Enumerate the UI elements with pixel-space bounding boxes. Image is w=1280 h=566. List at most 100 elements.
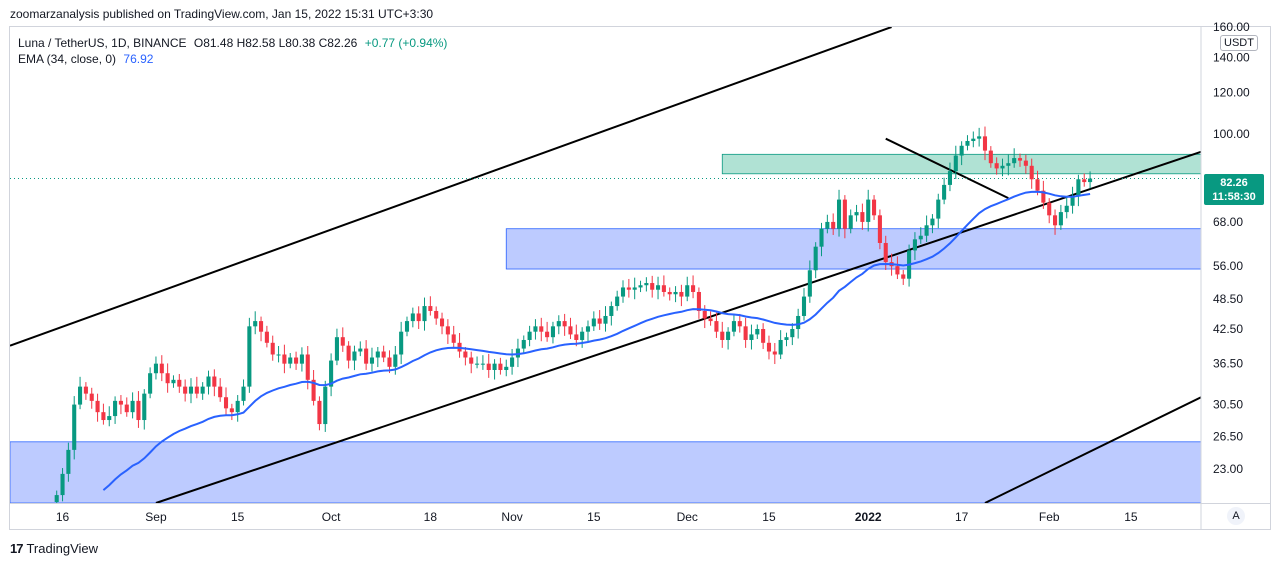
candle[interactable] [369, 347, 375, 372]
candle[interactable] [691, 275, 696, 299]
candle[interactable] [101, 403, 106, 425]
candle[interactable] [259, 316, 264, 342]
candle[interactable] [457, 332, 462, 358]
candle[interactable] [872, 195, 877, 220]
candle[interactable] [375, 347, 380, 368]
candle[interactable] [632, 277, 637, 300]
candle[interactable] [387, 350, 392, 374]
candle[interactable] [807, 260, 812, 303]
candle[interactable] [994, 157, 999, 175]
candle[interactable] [597, 310, 602, 330]
support-zone-mid[interactable] [505, 228, 1201, 270]
candle[interactable] [159, 355, 164, 382]
candle[interactable] [83, 382, 88, 400]
candle[interactable] [877, 209, 882, 250]
candle[interactable] [352, 345, 357, 371]
candle[interactable] [247, 317, 252, 393]
candle[interactable] [1058, 204, 1063, 230]
candle[interactable] [912, 232, 917, 260]
candle[interactable] [66, 442, 71, 482]
candle[interactable] [545, 321, 550, 342]
candle[interactable] [404, 316, 410, 337]
candle[interactable] [854, 204, 859, 222]
candle[interactable] [743, 317, 748, 348]
candle[interactable] [1041, 180, 1046, 209]
candle[interactable] [317, 396, 322, 431]
candle[interactable] [264, 325, 269, 348]
candle[interactable] [1047, 198, 1052, 224]
candle[interactable] [463, 347, 468, 366]
candle[interactable] [755, 324, 760, 340]
candle[interactable] [749, 324, 754, 350]
candle[interactable] [650, 275, 655, 298]
candle[interactable] [95, 393, 100, 422]
candle[interactable] [323, 380, 328, 432]
candle[interactable] [1000, 158, 1005, 177]
candle[interactable] [1029, 158, 1034, 189]
candle[interactable] [533, 319, 538, 340]
candle[interactable] [107, 406, 112, 427]
candle[interactable] [124, 397, 129, 417]
candle[interactable] [276, 345, 281, 363]
candle[interactable] [89, 387, 94, 409]
candle[interactable] [615, 290, 620, 311]
candle[interactable] [988, 146, 993, 168]
candle[interactable] [165, 363, 170, 393]
candle[interactable] [521, 335, 526, 354]
candle[interactable] [801, 288, 807, 321]
candle[interactable] [702, 305, 707, 329]
candle[interactable] [334, 328, 339, 366]
candle[interactable] [527, 325, 532, 347]
candle[interactable] [510, 349, 515, 375]
candle[interactable] [778, 330, 783, 360]
candle[interactable] [171, 375, 176, 388]
candle[interactable] [218, 378, 223, 402]
candle[interactable] [200, 382, 205, 400]
candle[interactable] [620, 280, 626, 303]
candle[interactable] [113, 396, 118, 424]
symbol-label[interactable]: Luna / TetherUS, 1D, BINANCE [18, 36, 187, 50]
candle[interactable] [918, 227, 923, 244]
candle[interactable] [177, 373, 182, 393]
candle[interactable] [720, 321, 725, 348]
candle[interactable] [585, 320, 591, 342]
candle[interactable] [539, 317, 544, 342]
candle[interactable] [936, 193, 941, 229]
candle[interactable] [959, 141, 964, 166]
candle[interactable] [445, 319, 450, 344]
candle[interactable] [223, 387, 229, 415]
candle[interactable] [836, 189, 842, 237]
candle[interactable] [761, 323, 766, 350]
candle[interactable] [580, 327, 585, 348]
candle[interactable] [977, 127, 982, 147]
candle[interactable] [288, 352, 293, 369]
candle[interactable] [644, 277, 649, 292]
candle[interactable] [212, 369, 217, 397]
candle[interactable] [924, 215, 929, 242]
candle[interactable] [982, 126, 988, 161]
candle[interactable] [311, 370, 316, 406]
candle[interactable] [439, 312, 445, 335]
candle[interactable] [1082, 173, 1087, 187]
candle[interactable] [737, 313, 742, 333]
candle[interactable] [136, 391, 141, 428]
candle[interactable] [194, 376, 199, 399]
candle[interactable] [399, 321, 404, 365]
candle[interactable] [1023, 154, 1028, 174]
candle[interactable] [381, 345, 386, 363]
candle[interactable] [72, 396, 77, 460]
candle[interactable] [550, 321, 555, 344]
candle[interactable] [591, 311, 596, 331]
channel-lower-line[interactable] [155, 150, 1201, 503]
candle[interactable] [953, 145, 958, 179]
candle[interactable] [486, 353, 491, 378]
candle[interactable] [229, 403, 234, 421]
candle[interactable] [358, 341, 363, 357]
candle[interactable] [842, 195, 847, 239]
support-zone-low[interactable] [10, 441, 1201, 503]
candle[interactable] [492, 359, 497, 380]
channel-parallel-line[interactable] [984, 396, 1201, 503]
candle[interactable] [947, 162, 952, 192]
candle[interactable] [282, 344, 287, 374]
